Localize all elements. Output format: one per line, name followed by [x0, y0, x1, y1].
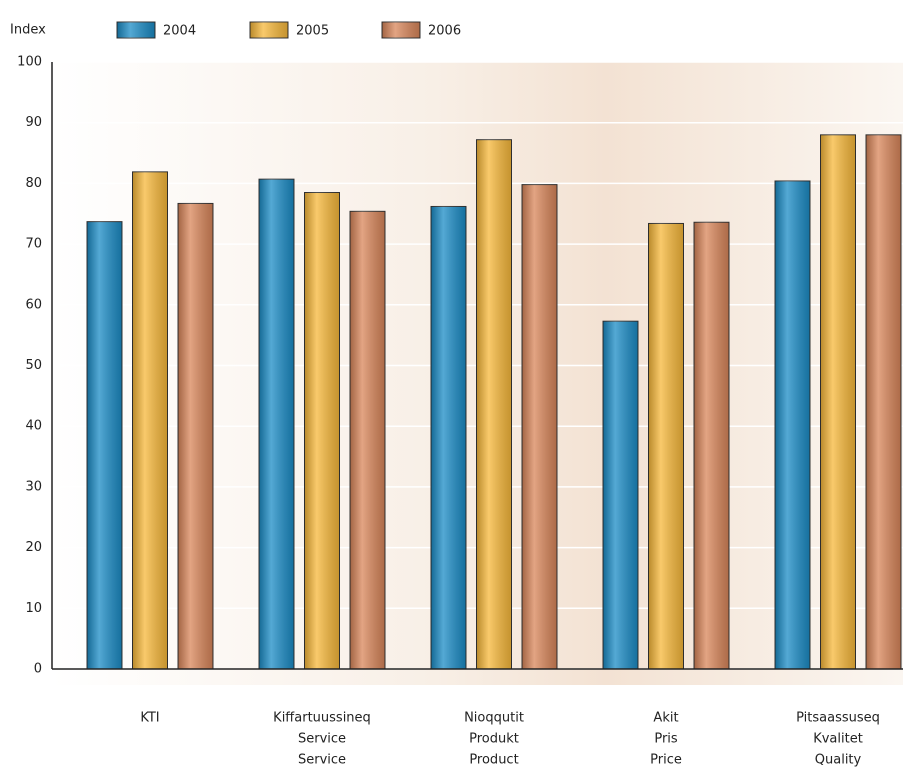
bar-shade: [477, 140, 512, 669]
bar-shade: [522, 185, 557, 669]
y-tick-label: 30: [25, 479, 42, 494]
x-tick-label: KTI: [140, 711, 159, 726]
y-tick-label: 40: [25, 419, 42, 434]
x-tick-label: Pitsaassuseq: [796, 711, 880, 726]
x-tick-label: Kiffartuussineq: [273, 711, 371, 726]
bar-shade: [431, 206, 466, 669]
y-axis-label: Index: [10, 23, 46, 38]
bar-shade: [603, 321, 638, 669]
x-tick-label: Nioqqutit: [464, 711, 524, 726]
x-tick-label: Quality: [815, 753, 862, 768]
legend-label: 2005: [296, 24, 329, 39]
bar-shade: [775, 181, 810, 669]
x-tick-label: Akit: [653, 711, 678, 726]
legend-swatch-shade: [117, 22, 155, 38]
bar-shade: [350, 211, 385, 669]
bar-shade: [821, 135, 856, 669]
x-tick-label: Pris: [654, 732, 678, 747]
y-tick-label: 100: [17, 55, 42, 70]
x-tick-label: Service: [298, 753, 346, 768]
bar-shade: [87, 222, 122, 669]
chart: Index 0 10 20 30 40 50 60 70 80 90 100 2004 2005 2006…: [0, 0, 903, 776]
x-tick-label: Price: [650, 753, 682, 768]
y-tick-label: 80: [25, 176, 42, 191]
bar-shade: [694, 222, 729, 669]
y-tick-label: 90: [25, 115, 42, 130]
y-tick-label: 0: [34, 662, 42, 677]
legend-swatch-shade: [382, 22, 420, 38]
legend-swatch-shade: [250, 22, 288, 38]
y-tick-label: 10: [25, 601, 42, 616]
x-tick-label: Kvalitet: [813, 732, 863, 747]
bar-shade: [305, 193, 340, 669]
legend-label: 2004: [163, 24, 196, 39]
y-tick-label: 70: [25, 237, 42, 252]
x-tick-label: Product: [469, 753, 518, 768]
x-tick-label: Service: [298, 732, 346, 747]
y-tick-label: 20: [25, 540, 42, 555]
y-tick-label: 60: [25, 297, 42, 312]
bar-shade: [259, 179, 294, 669]
bar-shade: [866, 135, 901, 669]
x-tick-label: Produkt: [469, 732, 519, 747]
bar-shade: [649, 223, 684, 669]
legend-label: 2006: [428, 24, 461, 39]
y-tick-label: 50: [25, 358, 42, 373]
bar-shade: [178, 203, 213, 669]
bar-shade: [133, 172, 168, 669]
